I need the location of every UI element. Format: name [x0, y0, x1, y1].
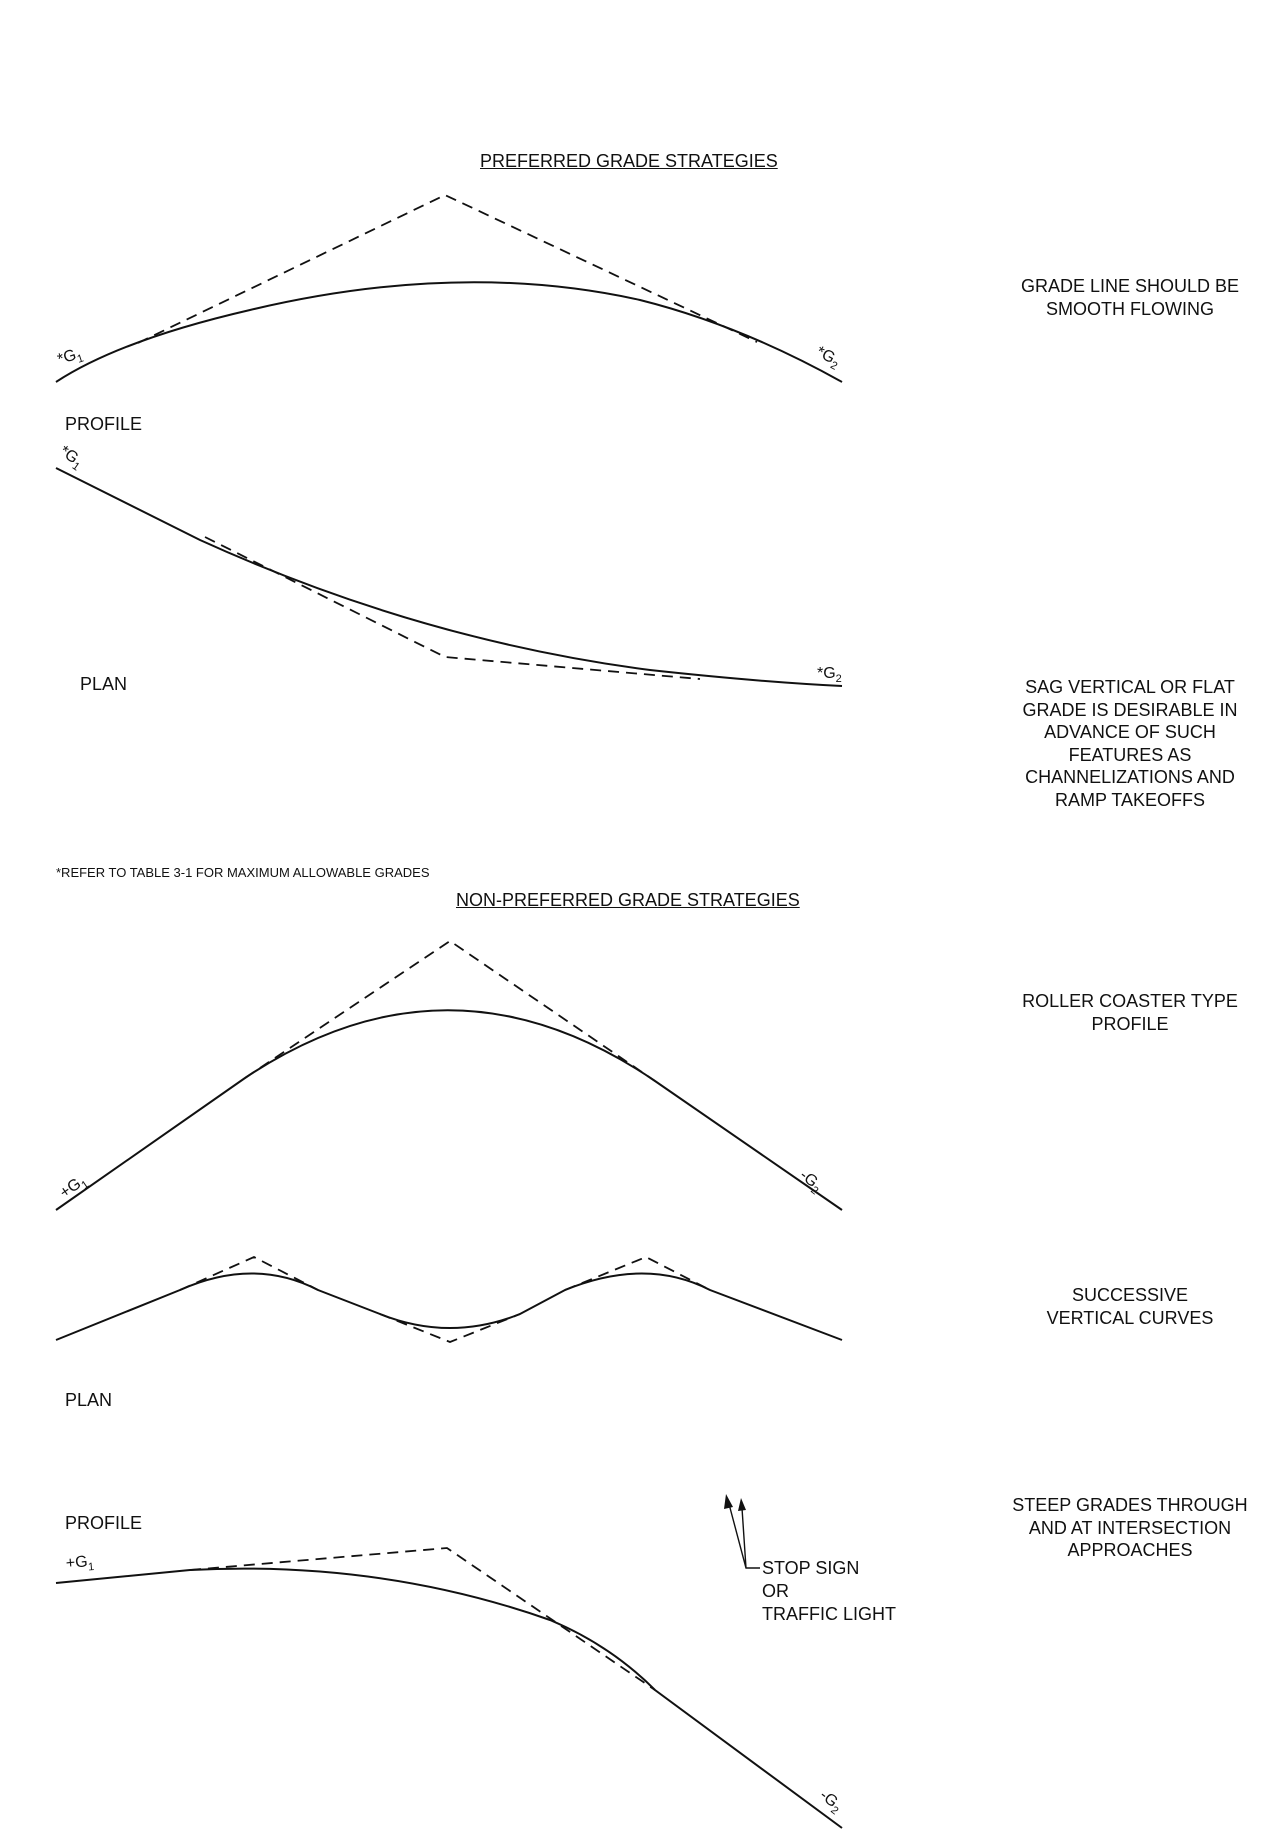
- roller-crest-tangents: [244, 939, 656, 1082]
- description-line: AND AT INTERSECTION: [1028, 1517, 1232, 1538]
- stop-sign-line: STOP SIGN: [762, 1558, 860, 1578]
- roller-crest-curve: [55, 1009, 843, 1211]
- description-line: GRADE LINE SHOULD BE: [1020, 276, 1240, 296]
- description-successive-curves: SUCCESSIVE VERTICAL CURVES: [990, 1284, 1267, 1329]
- description-line: RAMP TAKEOFFS: [1054, 789, 1206, 810]
- description-line: VERTICAL CURVES: [1046, 1307, 1214, 1328]
- description-line: FEATURES AS: [1068, 744, 1192, 765]
- stop-sign-callout: STOP SIGN OR TRAFFIC LIGHT: [762, 1557, 896, 1626]
- non-preferred-strategies-title: NON-PREFERRED GRADE STRATEGIES: [456, 890, 800, 910]
- description-line: ROLLER COASTER TYPE: [1022, 991, 1238, 1011]
- successive-curves-line: [55, 1272, 843, 1341]
- description-roller-coaster: ROLLER COASTER TYPE PROFILE: [990, 990, 1267, 1035]
- profile-label-non-preferred: PROFILE: [65, 1513, 143, 1533]
- description-line: PROFILE: [1091, 1013, 1169, 1034]
- steep-grade-tangents: [189, 1547, 656, 1691]
- description-line: GRADE IS DESIRABLE IN: [1022, 699, 1238, 720]
- successive-curves-tangents: [179, 1256, 711, 1343]
- preferred-crest-tangents: [137, 194, 758, 344]
- description-line: ADVANCE OF SUCH: [1044, 722, 1216, 742]
- description-steep-grades: STEEP GRADES THROUGH AND AT INTERSECTION…: [990, 1494, 1267, 1562]
- description-line: STEEP GRADES THROUGH: [1012, 1495, 1248, 1515]
- profile-label-preferred: PROFILE: [65, 414, 143, 434]
- steep-grade-curve: [55, 1567, 843, 1829]
- preferred-strategies-title: PREFERRED GRADE STRATEGIES: [480, 151, 778, 171]
- plan-label-preferred: PLAN: [80, 674, 128, 694]
- description-line: CHANNELIZATIONS AND: [1025, 767, 1235, 787]
- description-line: APPROACHES: [1067, 1540, 1193, 1560]
- stop-sign-pointer: [728, 1503, 760, 1569]
- stop-sign-line: OR: [762, 1581, 789, 1601]
- plan-label-non-preferred: PLAN: [65, 1390, 113, 1410]
- description-line: SUCCESSIVE: [1071, 1285, 1189, 1305]
- description-line: SMOOTH FLOWING: [1046, 298, 1214, 319]
- g1-label-steep: +G1: [65, 1553, 95, 1574]
- g2-label-preferred-sag: *G2: [817, 665, 842, 686]
- description-smooth-grade: GRADE LINE SHOULD BE SMOOTH FLOWING: [990, 275, 1267, 320]
- footnote-table-reference: *REFER TO TABLE 3-1 FOR MAXIMUM ALLOWABL…: [56, 865, 430, 880]
- stop-sign-line: TRAFFIC LIGHT: [762, 1604, 896, 1624]
- description-line: SAG VERTICAL OR FLAT: [1025, 677, 1235, 697]
- preferred-sag-tangents: [204, 536, 701, 680]
- preferred-crest-curve: [55, 281, 843, 383]
- preferred-sag-curve: [55, 467, 843, 687]
- stop-sign-arrowheads: [724, 1494, 746, 1511]
- description-sag-vertical: SAG VERTICAL OR FLAT GRADE IS DESIRABLE …: [990, 676, 1267, 811]
